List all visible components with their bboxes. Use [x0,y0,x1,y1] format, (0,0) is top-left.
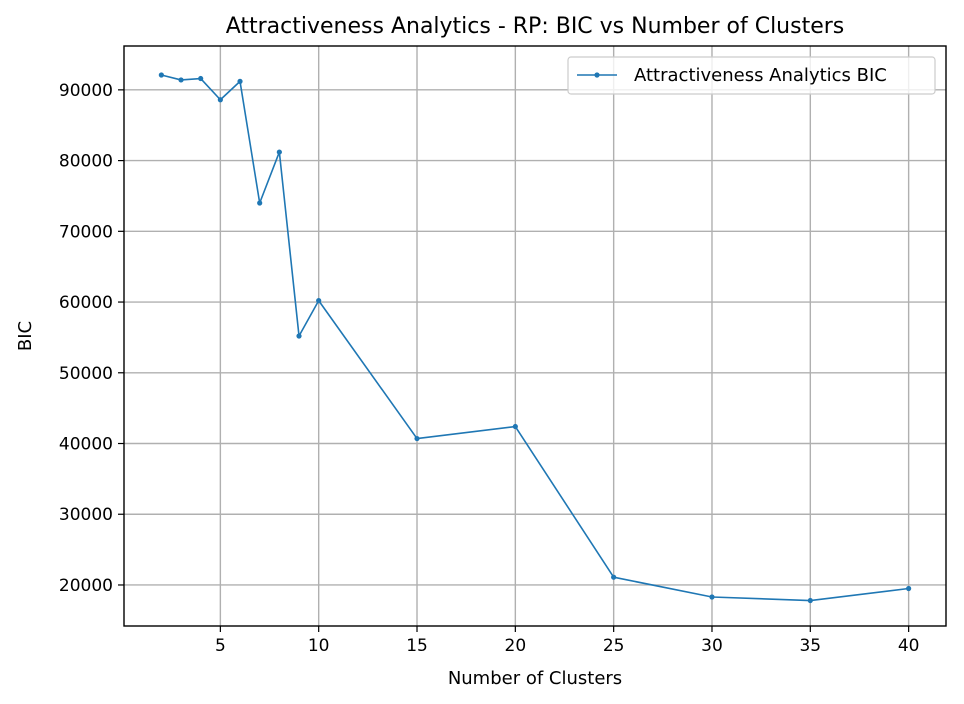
x-tick-label: 35 [799,636,821,656]
y-tick-label: 50000 [59,364,113,384]
data-point [906,585,912,592]
legend: Attractiveness Analytics BIC [567,56,936,95]
data-point [611,574,617,580]
data-point [257,200,263,206]
x-axis-label: Number of Clusters [448,668,622,689]
grid [124,46,946,626]
x-tick-label: 40 [898,636,920,656]
data-point [807,597,813,604]
x-tick-label: 15 [406,636,428,656]
y-tick-label: 30000 [59,505,113,525]
data-point [276,149,282,155]
data-point [158,72,164,78]
data-point [198,75,204,82]
y-tick-label: 40000 [59,435,113,455]
legend-marker [594,72,600,78]
y-tick-label: 60000 [59,293,113,313]
series-line [161,74,909,602]
data-point [414,435,420,442]
data-point [178,77,184,83]
axis-ticks: 5 10 15 20 25 30 35 40 20000 30000 40000 50000 60000… [59,81,920,656]
plot-frame [123,45,947,627]
legend-box [567,56,936,95]
y-tick-label: 20000 [59,576,113,596]
data-point [296,333,302,339]
data-point [512,423,518,430]
y-axis-label: BIC [15,321,36,351]
series-layer [158,72,912,604]
x-tick-label: 5 [215,636,226,656]
legend-series-label: Attractiveness Analytics BIC [634,65,887,86]
chart-title: Attractiveness Analytics - RP: BIC vs Nu… [226,14,845,39]
data-point [709,594,715,600]
data-point [316,298,322,304]
x-tick-label: 25 [603,636,625,656]
data-point [217,97,223,103]
y-tick-label: 90000 [59,81,113,101]
y-tick-label: 70000 [59,222,113,242]
x-tick-label: 20 [505,636,527,656]
data-point [237,78,243,84]
x-tick-label: 30 [701,636,723,656]
y-tick-label: 80000 [59,152,113,172]
x-tick-label: 10 [308,636,330,656]
